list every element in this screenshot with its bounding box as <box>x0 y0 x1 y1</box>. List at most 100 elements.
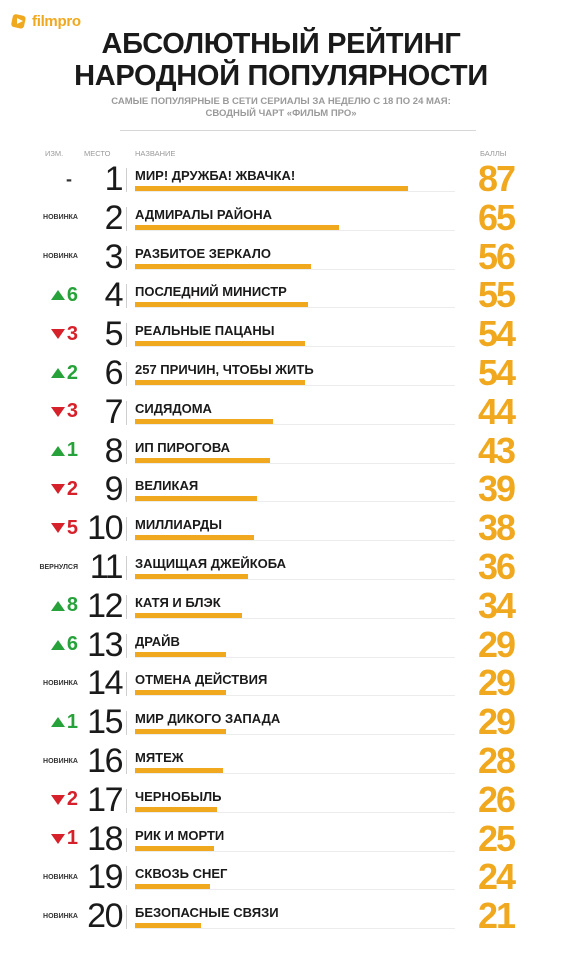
score-bar <box>135 806 217 812</box>
rank-change: 3 <box>0 393 78 431</box>
row-separator <box>126 594 127 619</box>
rank-change: 1 <box>0 820 78 858</box>
rank-change: НОВИНКА <box>0 742 78 780</box>
score-value: 54 <box>477 352 516 393</box>
score-value: 39 <box>477 468 516 510</box>
rank-change: 8 <box>0 587 78 625</box>
series-title: СКВОЗЬ СНЕГ <box>135 866 228 882</box>
bar-track <box>135 501 455 503</box>
arrow-down-icon <box>50 794 65 805</box>
bar-track <box>135 850 455 852</box>
series-title: МИЛЛИАРДЫ <box>135 517 222 533</box>
row-separator <box>126 168 127 192</box>
rank-change: 5 <box>0 509 78 547</box>
bar-track <box>135 423 455 425</box>
table-row: 5 10 МИЛЛИАРДЫ 38 <box>0 507 562 548</box>
score-value: 65 <box>477 196 516 238</box>
place-number: 8 <box>104 431 124 470</box>
score-bar <box>135 535 254 541</box>
rank-change-label: НОВИНКА <box>43 757 78 765</box>
table-row: 1 8 ИП ПИРОГОВА 43 <box>0 430 562 471</box>
bar-track <box>135 191 455 192</box>
arrow-down-icon <box>50 406 65 417</box>
table-row: 3 5 РЕАЛЬНЫЕ ПАЦАНЫ 54 <box>0 313 562 354</box>
bar-track <box>135 579 455 580</box>
score-bar <box>135 845 214 851</box>
score-value: 34 <box>477 584 516 626</box>
place-number: 3 <box>104 237 124 276</box>
place-number: 11 <box>89 548 124 586</box>
row-separator <box>126 206 127 231</box>
table-row: 2 6 257 ПРИЧИН, ЧТОБЫ ЖИТЬ 54 <box>0 352 562 393</box>
row-separator <box>126 400 127 425</box>
score-value: 55 <box>477 274 516 316</box>
bar-track <box>135 695 455 697</box>
arrow-up-icon <box>50 368 65 378</box>
table-row: 1 18 РИК И МОРТИ 25 <box>0 817 562 859</box>
table-row: 2 17 ЧЕРНОБЫЛЬ 26 <box>0 778 562 820</box>
rank-change: НОВИНКА <box>0 897 78 935</box>
header-divider <box>120 130 476 131</box>
series-title: ИП ПИРОГОВА <box>135 439 231 455</box>
row-separator <box>126 633 127 658</box>
filmpro-logo-icon <box>11 14 26 29</box>
arrow-down-icon <box>50 523 65 534</box>
series-title: РЕАЛЬНЫЕ ПАЦАНЫ <box>135 323 275 339</box>
rank-change-label: НОВИНКА <box>43 679 78 687</box>
score-value: 21 <box>477 895 516 937</box>
bar-track <box>135 268 455 270</box>
place-number: 18 <box>87 819 123 858</box>
bar-track <box>135 889 455 891</box>
arrow-up-icon <box>50 290 65 301</box>
table-row: 6 4 ПОСЛЕДНИЙ МИНИСТР 55 <box>0 274 562 316</box>
rank-change-value: 8 <box>66 594 78 617</box>
series-title: РИК И МОРТИ <box>135 827 225 843</box>
rank-change: - <box>0 160 78 198</box>
series-title: АДМИРАЛЫ РАЙОНА <box>135 206 272 222</box>
score-bar <box>135 884 210 890</box>
rank-change-value: 1 <box>66 439 78 462</box>
place-number: 16 <box>87 742 123 780</box>
place-number: 19 <box>87 858 123 897</box>
series-title: МИР ДИКОГО ЗАПАДА <box>135 711 281 727</box>
series-title: ОТМЕНА ДЕЙСТВИЯ <box>135 672 268 688</box>
rank-change-value: 3 <box>66 400 78 423</box>
score-bar <box>135 690 226 696</box>
series-title: РАЗБИТОЕ ЗЕРКАЛО <box>135 245 271 261</box>
score-bar <box>135 496 257 502</box>
table-row: НОВИНКА 20 БЕЗОПАСНЫЕ СВЯЗИ 21 <box>0 895 562 937</box>
filmpro-logo-text: filmpro <box>32 12 81 30</box>
table-row: НОВИНКА 2 АДМИРАЛЫ РАЙОНА 65 <box>0 196 562 238</box>
score-value: 25 <box>477 817 516 859</box>
score-value: 29 <box>477 662 516 704</box>
place-number: 9 <box>104 470 124 509</box>
row-separator <box>126 323 127 348</box>
rank-change-value: 3 <box>66 322 78 345</box>
rank-change: 2 <box>0 781 78 819</box>
row-separator <box>126 866 127 891</box>
bar-track <box>135 346 455 348</box>
arrow-up-icon <box>50 445 65 456</box>
page-subtitle-line-2: СВОДНЫЙ ЧАРТ «ФИЛЬМ ПРО» <box>205 108 357 119</box>
score-bar <box>135 186 408 191</box>
rank-change: 6 <box>0 626 78 664</box>
place-number: 17 <box>87 780 123 819</box>
series-title: ВЕЛИКАЯ <box>135 478 199 494</box>
score-value: 87 <box>477 158 516 199</box>
bar-track <box>135 811 455 813</box>
rank-change-label: НОВИНКА <box>43 912 78 920</box>
place-number: 12 <box>87 586 123 625</box>
column-header-score: БАЛЛЫ <box>480 149 507 158</box>
rank-change-value: 2 <box>66 361 78 384</box>
row-separator <box>126 711 127 736</box>
score-value: 26 <box>477 778 516 820</box>
series-title: БЕЗОПАСНЫЕ СВЯЗИ <box>135 905 279 921</box>
place-number: 14 <box>87 664 123 703</box>
row-separator <box>126 827 127 852</box>
row-separator <box>126 478 127 503</box>
score-value: 28 <box>477 740 516 781</box>
score-bar <box>135 302 308 308</box>
table-row: НОВИНКА 3 РАЗБИТОЕ ЗЕРКАЛО 56 <box>0 236 562 277</box>
row-separator <box>126 284 127 309</box>
score-bar <box>135 729 226 735</box>
